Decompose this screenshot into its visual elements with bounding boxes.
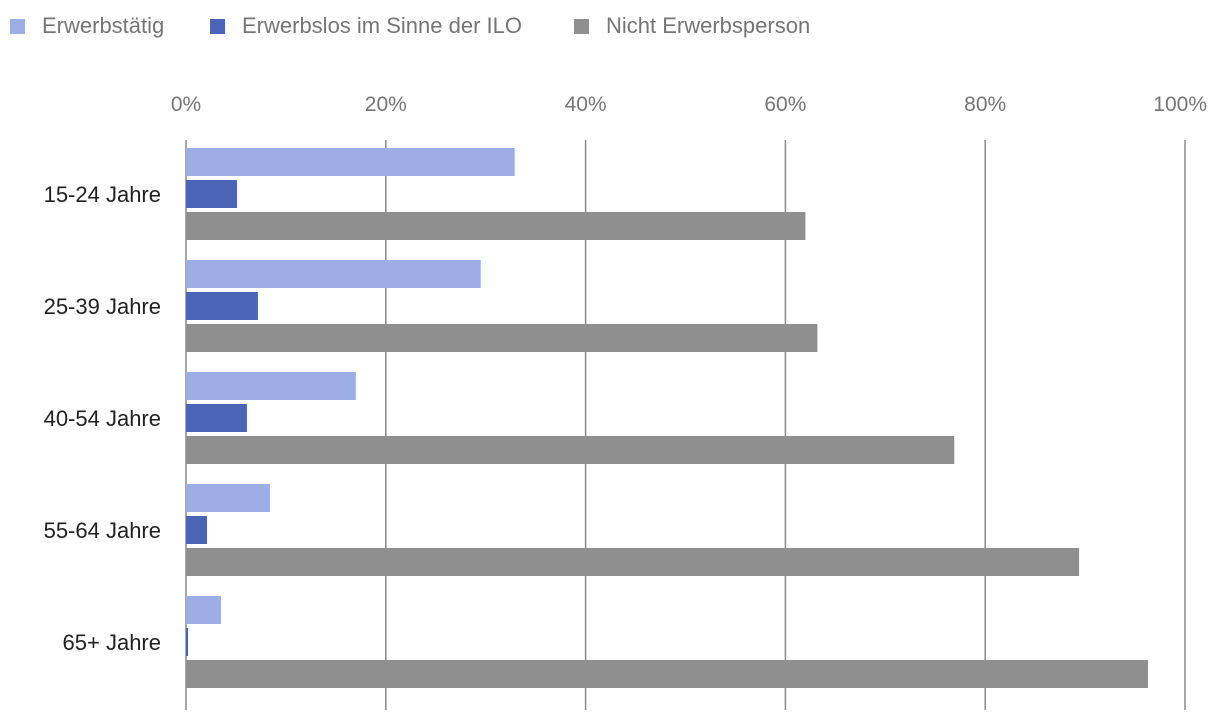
bar [186,548,1080,576]
bar [186,516,207,544]
bar [186,260,481,288]
category-label: 65+ Jahre [63,630,161,655]
bar [186,660,1149,688]
legend-swatch [574,19,589,34]
x-tick-label: 40% [565,93,607,116]
bar [186,148,515,176]
legend-swatch [10,19,25,34]
bar [186,372,356,400]
x-axis-ticks: 0% 20% 40% 60% 80% 100% [171,93,1207,116]
legend: Erwerbstätig Erwerbslos im Sinne der ILO N… [10,13,810,38]
bar [186,596,221,624]
bar [186,180,237,208]
x-tick-label: 0% [171,93,201,116]
bar [186,404,247,432]
bar [186,324,818,352]
bars [186,148,1149,688]
category-label: 55-64 Jahre [44,518,161,543]
category-label: 40-54 Jahre [44,406,161,431]
x-tick-label: 100% [1153,93,1207,116]
bar [186,292,258,320]
legend-swatch [210,19,225,34]
legend-label: Nicht Erwerbsperson [606,13,810,38]
category-label: 15-24 Jahre [44,182,161,207]
category-label: 25-39 Jahre [44,294,161,319]
bar [186,436,955,464]
bar [186,628,188,656]
x-tick-label: 20% [365,93,407,116]
x-tick-label: 60% [764,93,806,116]
legend-label: Erwerbstätig [42,13,164,38]
category-labels: 15-24 Jahre 25-39 Jahre 40-54 Jahre 55-64 J… [44,182,161,655]
x-tick-label: 80% [964,93,1006,116]
legend-label: Erwerbslos im Sinne der ILO [242,13,522,38]
bar [186,484,270,512]
bar [186,212,806,240]
